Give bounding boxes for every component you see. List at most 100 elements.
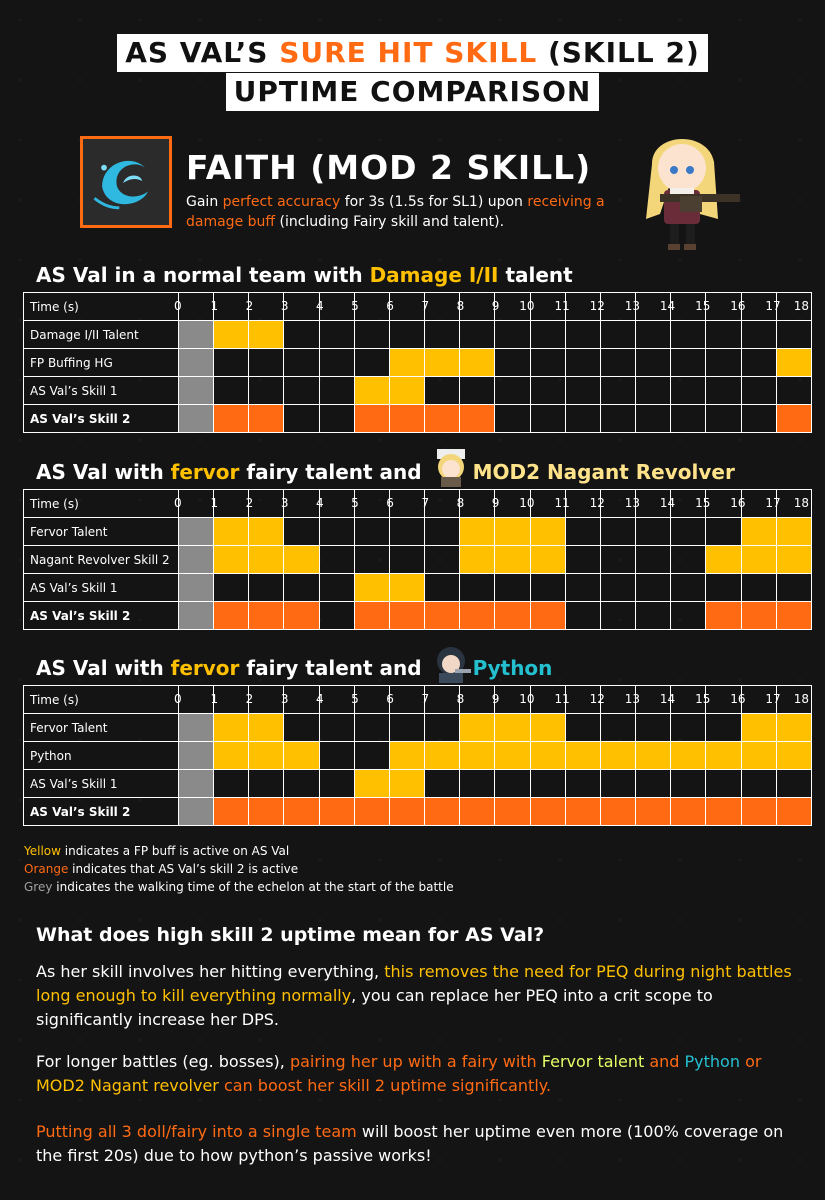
tick-label: 0 (174, 692, 182, 706)
empty-cell (248, 573, 285, 602)
skill2-active-cell (248, 601, 285, 630)
tick-label: 18 (793, 299, 809, 313)
time-header-label: Time (s) (23, 685, 179, 714)
empty-cell (318, 573, 355, 602)
time-tick: 3 (248, 685, 288, 714)
row-label: Nagant Revolver Skill 2 (23, 545, 179, 574)
time-tick: 17 (740, 489, 781, 518)
empty-cell (494, 769, 531, 798)
skill2-active-cell (529, 797, 566, 826)
time-tick: 2 (213, 489, 253, 518)
empty-cell (494, 320, 531, 349)
empty-cell (635, 769, 672, 798)
empty-cell (635, 517, 672, 546)
time-tick: 14 (635, 292, 675, 321)
table-row: Fervor Talent (23, 713, 813, 742)
skill2-active-cell (213, 601, 250, 630)
time-tick: 17 (740, 685, 781, 714)
row-label: AS Val’s Skill 1 (23, 376, 179, 405)
skill2-active-cell (459, 601, 496, 630)
wave-skill-icon (80, 136, 172, 228)
skill2-active-cell (353, 601, 390, 630)
fp-buff-cell (213, 517, 250, 546)
empty-cell (599, 320, 637, 349)
fp-buff-cell (353, 376, 390, 405)
fp-buff-cell (529, 713, 566, 742)
skill2-active-cell (424, 404, 461, 433)
skill2-active-cell (388, 404, 426, 433)
fp-buff-cell (564, 741, 601, 770)
time-tick: 9 (459, 489, 499, 518)
row-label: AS Val’s Skill 1 (23, 573, 179, 602)
row-label: AS Val’s Skill 1 (23, 769, 179, 798)
time-tick: 16 (705, 489, 746, 518)
fp-buff-cell (529, 545, 566, 574)
empty-cell (670, 601, 707, 630)
table-row: AS Val’s Skill 1 (23, 573, 813, 602)
time-tick: 4 (283, 685, 324, 714)
empty-cell (529, 320, 566, 349)
as-val-character-image (630, 124, 745, 254)
fp-buff-cell (213, 545, 250, 574)
title-box-1: AS VAL’S SURE HIT SKILL (SKILL 2) (117, 34, 708, 72)
empty-cell (318, 517, 355, 546)
empty-cell (670, 769, 707, 798)
uptime-table-nagant: Time (s) 0 1 2 3 4 5 6 7 8 9 10 11 12 13 14 15 16 17 18 Ferv… (23, 489, 813, 630)
fp-buff-cell (353, 573, 390, 602)
empty-cell (599, 404, 637, 433)
skill2-active-cell (564, 797, 601, 826)
empty-cell (670, 376, 707, 405)
empty-cell (564, 376, 601, 405)
time-tick: 14 (635, 489, 675, 518)
title-line-1: AS VAL’S SURE HIT SKILL (SKILL 2) (0, 34, 825, 72)
fp-buff-cell (459, 713, 496, 742)
section-3-title: AS Val with fervor fairy talent and Pyth… (36, 646, 552, 683)
fp-buff-cell (283, 545, 320, 574)
empty-cell (529, 404, 566, 433)
section-1-title: AS Val in a normal team with Damage I/II… (36, 263, 573, 287)
skill2-active-cell (388, 601, 426, 630)
fp-buff-cell (248, 741, 285, 770)
tick-label: 18 (793, 692, 809, 706)
empty-cell (318, 376, 355, 405)
empty-cell (740, 769, 777, 798)
tick-label: 18 (793, 496, 809, 510)
time-tick: 15 (670, 685, 710, 714)
empty-cell (424, 517, 461, 546)
empty-cell (635, 320, 672, 349)
empty-cell (705, 769, 742, 798)
empty-cell (529, 376, 566, 405)
empty-cell (740, 348, 777, 377)
skill2-active-cell (353, 404, 390, 433)
time-tick: 11 (529, 685, 570, 714)
empty-cell (353, 320, 390, 349)
empty-cell (670, 545, 707, 574)
empty-cell (599, 573, 637, 602)
table-row: AS Val’s Skill 2 (23, 404, 813, 433)
skill2-active-cell (599, 797, 637, 826)
skill2-active-cell (635, 797, 672, 826)
empty-cell (564, 713, 601, 742)
time-tick: 14 (635, 685, 675, 714)
time-tick: 11 (529, 292, 570, 321)
empty-cell (318, 348, 355, 377)
time-tick: 5 (318, 685, 359, 714)
table-row: Damage I/II Talent (23, 320, 813, 349)
table-header-row: Time (s) 0 1 2 3 4 5 6 7 8 9 10 11 12 13 14 15 16 17 18 (23, 292, 813, 321)
table-row: AS Val’s Skill 1 (23, 376, 813, 405)
time-tick: 16 (705, 292, 746, 321)
empty-cell (459, 376, 496, 405)
empty-cell (283, 713, 320, 742)
empty-cell (599, 545, 637, 574)
walking-time-cell (177, 404, 215, 433)
time-tick: 6 (353, 685, 394, 714)
skill2-active-cell (705, 797, 742, 826)
empty-cell (740, 320, 777, 349)
uptime-table-damage-talent: Time (s) 0 1 2 3 4 5 6 7 8 9 10 11 12 13 14 15 16 17 18 Dama… (23, 292, 813, 433)
title-box-2: UPTIME COMPARISON (225, 73, 600, 111)
fp-buff-cell (740, 713, 777, 742)
fp-buff-cell (775, 517, 813, 546)
